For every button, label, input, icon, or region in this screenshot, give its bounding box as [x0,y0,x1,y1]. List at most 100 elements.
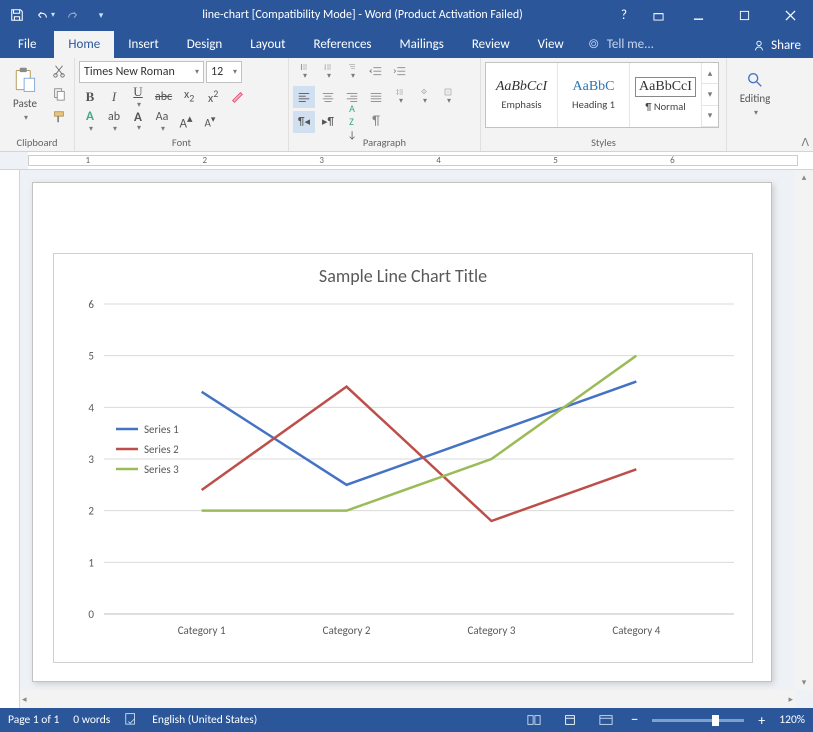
shrink-font-button[interactable]: A▾ [199,111,221,133]
ribbon-display-button[interactable] [641,0,675,30]
svg-text:Category 3: Category 3 [467,624,515,637]
word-count[interactable]: 0 words [73,713,110,727]
group-font: Times New Roman▾ 12▾ B I U▾ abc x2 x2 A▾… [75,58,289,151]
horizontal-ruler[interactable]: 123456 [0,152,813,170]
minimize-button[interactable] [675,0,721,30]
text-effects-button[interactable]: A▾ [79,111,101,133]
qat-customize-button[interactable]: ▾ [88,2,114,28]
horizontal-scrollbar[interactable]: ◂▸ [20,690,795,708]
svg-text:Sample Line Chart Title: Sample Line Chart Title [319,265,487,287]
ribbon-tabs: File Home Insert Design Layout Reference… [0,30,813,58]
tab-mailings[interactable]: Mailings [386,31,458,58]
line-chart[interactable]: Sample Line Chart Title0123456Category 1… [53,253,753,663]
svg-text:5: 5 [88,350,94,363]
spell-check-icon[interactable] [124,711,138,729]
editing-button[interactable]: Editing▾ [731,60,779,128]
web-layout-button[interactable] [595,711,617,729]
share-button[interactable]: Share [740,33,813,58]
tab-design[interactable]: Design [173,31,236,58]
svg-text:1: 1 [88,556,94,569]
tell-me-label: Tell me... [607,37,654,52]
title-bar: ▾ ▾ line-chart [Compatibility Mode] - Wo… [0,0,813,30]
language-indicator[interactable]: English (United States) [152,713,257,727]
ribbon: Paste▾ Clipboard Times New Roman▾ 12▾ B … [0,58,813,152]
svg-text:Category 4: Category 4 [612,624,660,637]
tab-review[interactable]: Review [458,31,524,58]
read-mode-button[interactable] [523,711,545,729]
style-emphasis[interactable]: AaBbCcIEmphasis [486,63,558,127]
group-paragraph: ▾ 123▾ ▾ ▾ ▾ ▾ ¶◂ ▸¶ AZ↓ ¶ Par [289,58,481,151]
copy-button[interactable] [48,83,70,105]
print-layout-button[interactable] [559,711,581,729]
bullets-button[interactable]: ▾ [293,61,315,83]
tab-view[interactable]: View [524,31,578,58]
sort-button[interactable]: AZ↓ [341,111,363,133]
increase-indent-button[interactable] [389,61,411,83]
paste-button[interactable]: Paste▾ [4,60,46,128]
save-button[interactable] [4,2,30,28]
ltr-button[interactable]: ¶◂ [293,111,315,133]
decrease-indent-button[interactable] [365,61,387,83]
align-center-button[interactable] [317,86,339,108]
font-size-select[interactable]: 12▾ [206,61,242,83]
font-color-button[interactable]: A▾ [127,111,149,133]
help-button[interactable]: ? [607,0,641,30]
show-marks-button[interactable]: ¶ [365,111,387,133]
styles-scroll[interactable]: ▴▾▾ [702,63,718,127]
svg-text:Series 1: Series 1 [144,423,179,436]
multilevel-list-button[interactable]: ▾ [341,61,363,83]
tab-file[interactable]: File [0,31,54,58]
styles-label: Styles [485,136,722,151]
svg-text:4: 4 [88,401,94,414]
redo-button[interactable] [60,2,86,28]
numbering-button[interactable]: 123▾ [317,61,339,83]
rtl-button[interactable]: ▸¶ [317,111,339,133]
italic-button[interactable]: I [103,86,125,108]
collapse-ribbon-button[interactable]: ᐱ [801,136,809,149]
cut-button[interactable] [48,60,70,82]
style-heading1[interactable]: AaBbCHeading 1 [558,63,630,127]
share-label: Share [771,38,801,53]
font-name-select[interactable]: Times New Roman▾ [79,61,204,83]
tell-me-search[interactable]: Tell me... [578,31,740,58]
maximize-button[interactable] [721,0,767,30]
svg-text:3: 3 [88,453,94,466]
grow-font-button[interactable]: A▴ [175,111,197,133]
underline-button[interactable]: U▾ [127,86,149,108]
clear-formatting-button[interactable] [226,86,248,108]
format-painter-button[interactable] [48,106,70,128]
align-left-button[interactable] [293,86,315,108]
tab-insert[interactable]: Insert [114,31,173,58]
zoom-out-button[interactable]: − [631,711,638,729]
page-indicator[interactable]: Page 1 of 1 [8,713,59,727]
page-viewport[interactable]: Sample Line Chart Title0123456Category 1… [20,170,795,690]
vertical-ruler[interactable] [0,170,20,708]
zoom-level[interactable]: 120% [779,713,805,727]
tab-home[interactable]: Home [54,31,114,58]
clipboard-label: Clipboard [4,136,70,151]
zoom-slider[interactable] [652,719,744,722]
line-spacing-button[interactable]: ▾ [389,86,411,108]
justify-button[interactable] [365,86,387,108]
close-button[interactable] [767,0,813,30]
tab-references[interactable]: References [300,31,386,58]
vertical-scrollbar[interactable]: ▴▾ [795,170,813,690]
svg-text:Series 2: Series 2 [144,443,179,456]
undo-button[interactable]: ▾ [32,2,58,28]
shading-button[interactable]: ▾ [413,86,435,108]
superscript-button[interactable]: x2 [202,86,224,108]
svg-text:6: 6 [88,298,94,311]
borders-button[interactable]: ▾ [437,86,459,108]
style-normal[interactable]: AaBbCcI¶ Normal [630,63,702,127]
strikethrough-button[interactable]: abc [151,86,176,108]
change-case-button[interactable]: Aa▾ [151,111,173,133]
group-clipboard: Paste▾ Clipboard [0,58,75,151]
tab-layout[interactable]: Layout [236,31,299,58]
svg-text:Series 3: Series 3 [144,463,179,476]
highlight-button[interactable]: ab▾ [103,111,125,133]
page: Sample Line Chart Title0123456Category 1… [32,182,772,682]
editing-label: Editing [740,92,771,105]
bold-button[interactable]: B [79,86,101,108]
styles-gallery[interactable]: AaBbCcIEmphasis AaBbCHeading 1 AaBbCcI¶ … [485,62,719,128]
subscript-button[interactable]: x2 [178,86,200,108]
